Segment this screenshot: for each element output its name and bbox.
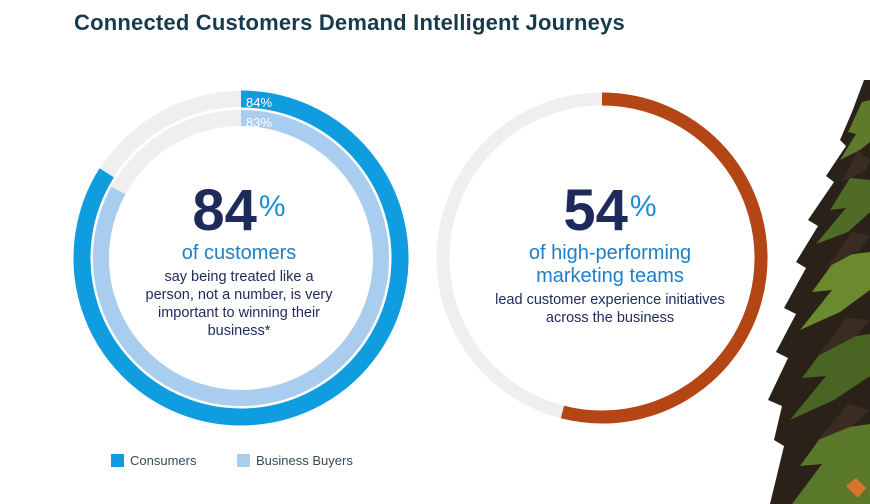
consumers-headline-unit: %: [258, 190, 286, 223]
legend-item-business-buyers: Business Buyers: [237, 453, 353, 468]
consumers-headline-value: 84: [192, 178, 257, 243]
legend-label-consumers: Consumers: [130, 453, 197, 468]
consumers-arc: [73, 90, 409, 426]
tree-branch-dark-2: [826, 232, 870, 268]
page-title: Connected Customers Demand Intelligent J…: [74, 10, 625, 35]
marketing-headline-text: of high-performing marketing teams: [528, 242, 692, 287]
buyers-value-label: 83%: [246, 115, 272, 130]
consumers-headline-text: of customers: [181, 242, 297, 264]
tree-branch-green-3: [800, 252, 870, 330]
legend-item-consumers: Consumers: [111, 453, 196, 468]
tree-branch-green-2: [816, 178, 870, 244]
legend-label-business-buyers: Business Buyers: [256, 453, 353, 468]
tree-branch-dark-4: [818, 404, 870, 440]
consumers-stat: 84% of customers say being treated like …: [139, 182, 339, 341]
marketing-stat: 54% of high-performing marketing teams l…: [495, 182, 725, 327]
consumers-swatch: [111, 454, 124, 467]
tree-branch-green-1: [840, 100, 870, 160]
marketing-detail-text: lead customer experience initiatives acr…: [495, 292, 725, 327]
consumers-detail-text: say being treated like a person, not a n…: [145, 269, 333, 340]
business-buyers-arc: [93, 110, 389, 406]
tree-back-shape: [768, 80, 870, 504]
marketing-headline-unit: %: [629, 190, 657, 223]
tree-branch-green-4: [790, 334, 870, 420]
tree-branch-dark-1: [842, 150, 870, 182]
marketing-headline-value: 54: [563, 178, 628, 243]
tree-glow: [846, 478, 866, 498]
consumers-value-label: 84%: [246, 95, 272, 110]
tree-branch-dark-3: [818, 318, 870, 356]
marketing-arc: [560, 92, 768, 424]
business-buyers-swatch: [237, 454, 250, 467]
